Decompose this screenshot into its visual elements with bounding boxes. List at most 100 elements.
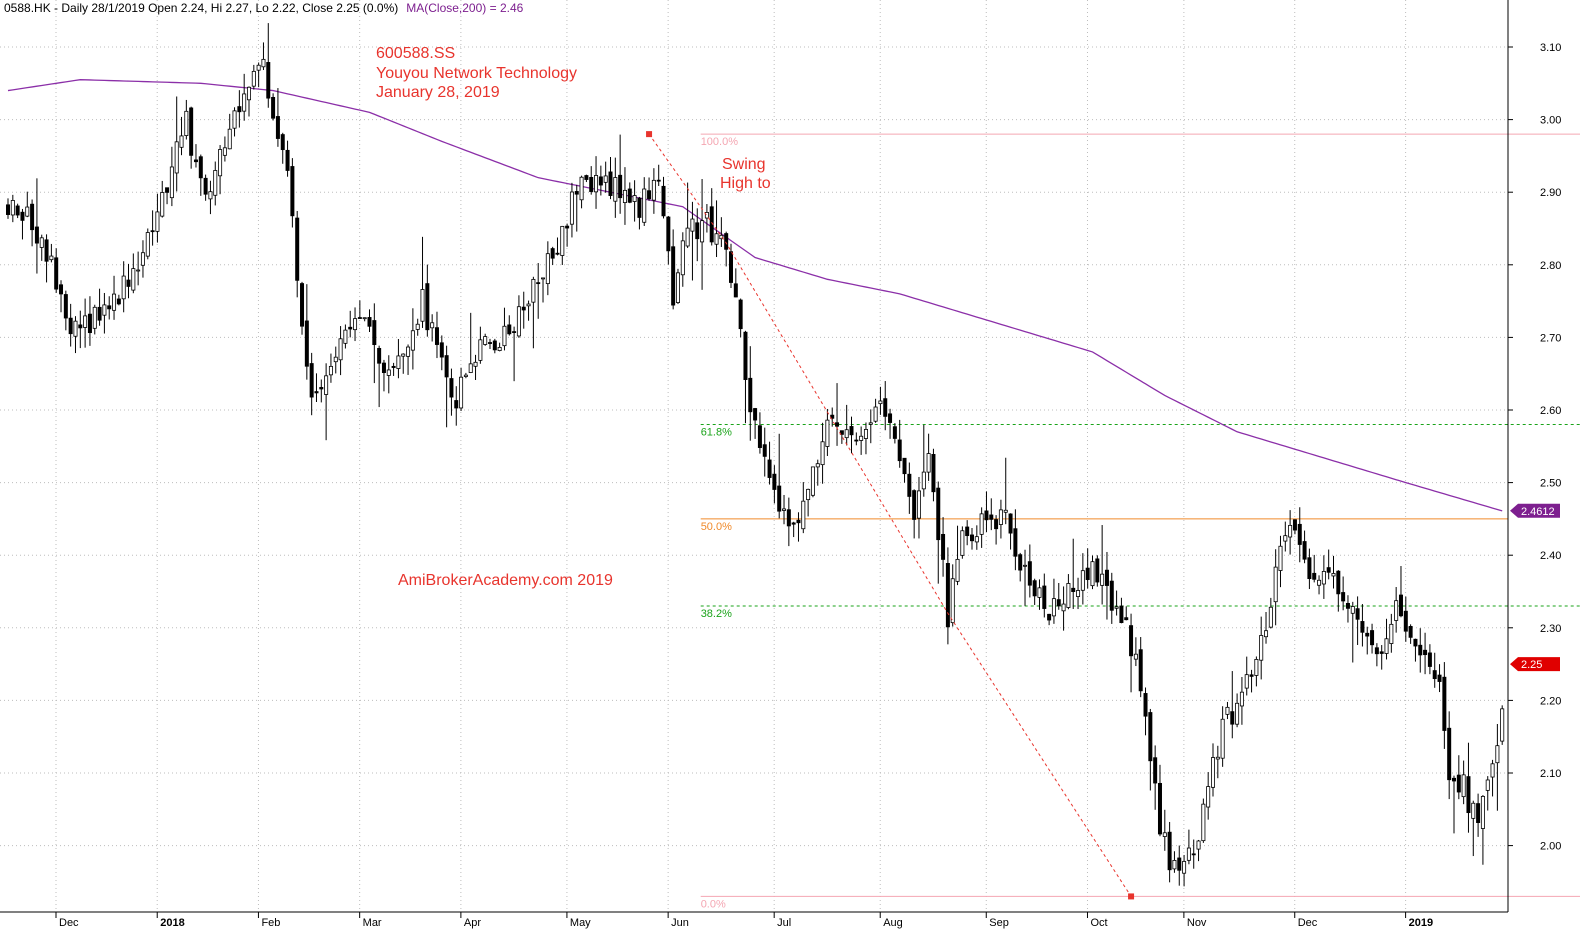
candle-body (902, 457, 907, 475)
ma200-tag-label: 2.4612 (1521, 506, 1555, 518)
candle-body (589, 177, 594, 192)
candle-body (671, 246, 676, 306)
candle-body (1379, 651, 1384, 654)
time-tick-label: Sep (989, 917, 1009, 929)
price-tick-label: 2.30 (1540, 623, 1561, 635)
fib-pct-label: 50.0% (701, 521, 732, 533)
candle-body (145, 232, 150, 257)
candle-body (1452, 777, 1457, 782)
candle-body (521, 306, 526, 311)
candle-body (1177, 857, 1182, 871)
candle-body (112, 293, 117, 311)
candle-body (555, 252, 560, 255)
candle-body (1042, 585, 1047, 609)
candle-body (883, 398, 888, 417)
candle-body (921, 471, 926, 490)
candle-body (1273, 566, 1278, 603)
candle-body (343, 329, 348, 344)
candle-body (381, 362, 386, 373)
candle-body (926, 453, 931, 473)
candle-body (1398, 594, 1403, 617)
candle-body (863, 429, 868, 439)
header-symbol-info: 0588.HK - Daily 28/1/2019 Open 2.24, Hi … (4, 1, 398, 15)
candle-body (300, 283, 305, 327)
candle-body (950, 578, 955, 624)
candle-body (1109, 580, 1114, 611)
candle-body (136, 269, 141, 272)
candle-body (353, 318, 358, 331)
time-tick-label: Nov (1187, 917, 1207, 929)
fib-pct-label: 0.0% (701, 898, 726, 910)
candle-body (280, 134, 285, 151)
candle-body (208, 191, 213, 200)
candle-body (1331, 573, 1336, 577)
candle-body (916, 490, 921, 519)
candle-body (1018, 554, 1023, 571)
candle-body (1215, 756, 1220, 760)
candle-body (430, 322, 435, 329)
candle-body (1432, 670, 1437, 680)
candle-body (526, 303, 531, 307)
candle-body (1056, 599, 1061, 607)
candle-body (266, 62, 271, 99)
candle-body (242, 93, 247, 112)
candle-body (550, 248, 555, 259)
candle-body (603, 175, 608, 183)
candle-body (1471, 802, 1476, 819)
candle-body (839, 430, 844, 435)
candle-body (1153, 757, 1158, 784)
candle-body (912, 490, 917, 520)
candle-body (193, 159, 198, 163)
candle-body (309, 363, 314, 398)
candle-body (791, 522, 796, 525)
candle-body (1350, 606, 1355, 614)
candle-body (1321, 571, 1326, 585)
candle-body (285, 149, 290, 171)
candle-body (700, 220, 705, 243)
candle-body (54, 257, 59, 290)
candle-body (897, 439, 902, 462)
candle-body (131, 268, 136, 291)
candle-body (362, 317, 367, 320)
candle-body (1129, 625, 1134, 657)
candle-body (806, 488, 811, 501)
candle-body (1143, 693, 1148, 717)
candle-body (372, 320, 377, 346)
annotation-ticker: 600588.SS (376, 45, 455, 62)
candle-body (391, 365, 396, 368)
candle-body (936, 487, 941, 541)
candle-body (295, 217, 300, 281)
candle-body (1162, 832, 1167, 837)
candle-body (560, 225, 565, 256)
candle-body (78, 324, 83, 329)
price-tags: 2.25 2.4612 (1510, 503, 1560, 672)
candle-body (512, 331, 517, 333)
candle-body (140, 252, 145, 266)
candle-body (844, 429, 849, 439)
candle-body (598, 176, 603, 186)
candle-body (767, 459, 772, 478)
swing-trend-line (648, 133, 1132, 897)
candle-body (1374, 647, 1379, 655)
candle-body (1080, 570, 1085, 591)
last-price-tag-label: 2.25 (1521, 659, 1542, 671)
candle-body (777, 485, 782, 512)
candle-body (743, 331, 748, 380)
candle-body (786, 509, 791, 527)
candle-body (304, 320, 309, 367)
candle-body (1461, 774, 1466, 798)
time-tick-label: Feb (261, 917, 280, 929)
candle-body (271, 96, 276, 119)
candle-body (396, 355, 401, 369)
candle-body (1114, 606, 1119, 609)
ma200-line (7, 79, 1503, 512)
candle-body (1403, 610, 1408, 632)
candle-body (348, 326, 353, 330)
candle-body (1220, 718, 1225, 759)
candle-body (738, 299, 743, 330)
candle-body (1476, 803, 1481, 823)
time-tick-label: Oct (1090, 917, 1107, 929)
candle-body (449, 378, 454, 398)
candle-body (753, 408, 758, 421)
candle-body (984, 510, 989, 521)
